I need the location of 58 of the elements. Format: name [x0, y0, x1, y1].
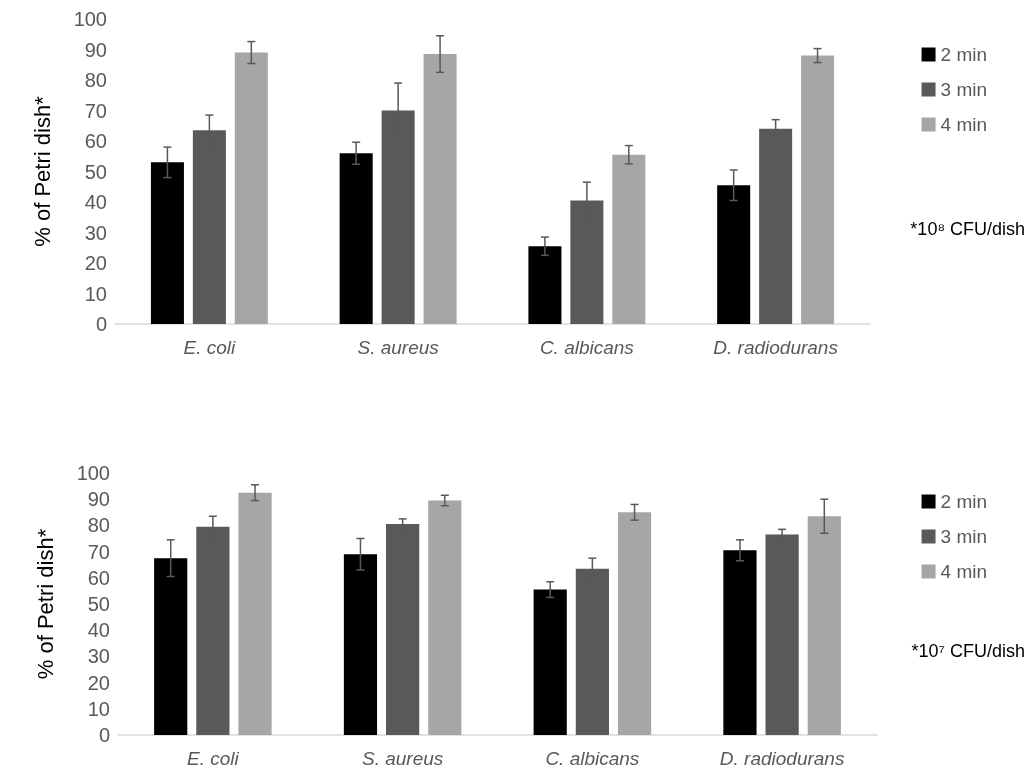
x-tick-label: D. radiodurans	[719, 748, 845, 769]
x-tick-label: D. radiodurans	[713, 337, 839, 358]
y-tick-label: 70	[84, 99, 107, 122]
y-tick-label: 70	[87, 540, 110, 563]
y-tick-label: 10	[84, 282, 107, 305]
y-tick-label: 80	[87, 514, 110, 537]
legend-label: 3 min	[940, 79, 988, 100]
y-tick-label: 30	[84, 221, 107, 244]
text: *10⁷ CFU/dish	[911, 641, 1026, 661]
legend-label: 2 min	[940, 44, 988, 65]
bar	[533, 589, 567, 735]
legend-label: 4 min	[940, 114, 988, 135]
bar	[234, 52, 268, 324]
y-tick-label: 0	[98, 724, 110, 746]
bar	[343, 554, 378, 735]
bar	[528, 246, 562, 324]
y-tick-label: 40	[84, 191, 107, 213]
bar	[386, 524, 420, 735]
y-tick-label: 40	[87, 619, 110, 642]
bar	[339, 153, 373, 324]
x-tick-label: E. coli	[183, 337, 237, 358]
legend-label: 2 min	[940, 491, 988, 512]
bar	[428, 500, 462, 735]
y-tick-label: 80	[84, 69, 107, 91]
y-tick-label: 100	[73, 8, 107, 30]
text: *10⁸ CFU/dish	[910, 219, 1025, 239]
bar	[423, 54, 457, 324]
bar	[717, 185, 751, 324]
bar	[765, 534, 799, 735]
bar	[617, 512, 652, 735]
y-tick-label: 10	[87, 697, 110, 720]
bar	[807, 516, 841, 735]
y-tick-label: 50	[87, 593, 110, 615]
bar	[154, 558, 188, 735]
x-tick-label: C. albicans	[545, 748, 640, 769]
bar	[723, 550, 757, 735]
y-tick-label: 60	[84, 130, 107, 152]
y-axis-title: % of Petri dish*	[32, 528, 58, 680]
bar	[150, 162, 184, 324]
y-tick-label: 100	[76, 462, 110, 484]
legend-label: 4 min	[940, 561, 988, 582]
y-tick-label: 90	[87, 488, 110, 511]
y-tick-label: 0	[95, 313, 107, 335]
y-axis-title: % of Petri dish*	[29, 95, 55, 247]
y-tick-label: 90	[84, 38, 107, 61]
x-tick-label: E. coli	[187, 748, 240, 769]
bar	[238, 492, 272, 735]
x-tick-label: C. albicans	[539, 337, 635, 358]
y-tick-label: 60	[87, 566, 110, 589]
bar	[612, 154, 646, 324]
x-tick-label: S. aureus	[357, 337, 440, 358]
y-tick-label: 30	[87, 645, 110, 668]
legend-label: 3 min	[940, 526, 988, 547]
y-tick-label: 20	[84, 252, 107, 274]
bar	[801, 55, 835, 324]
y-tick-label: 20	[87, 671, 110, 694]
x-tick-label: S. aureus	[361, 748, 444, 769]
y-tick-label: 50	[84, 160, 107, 183]
